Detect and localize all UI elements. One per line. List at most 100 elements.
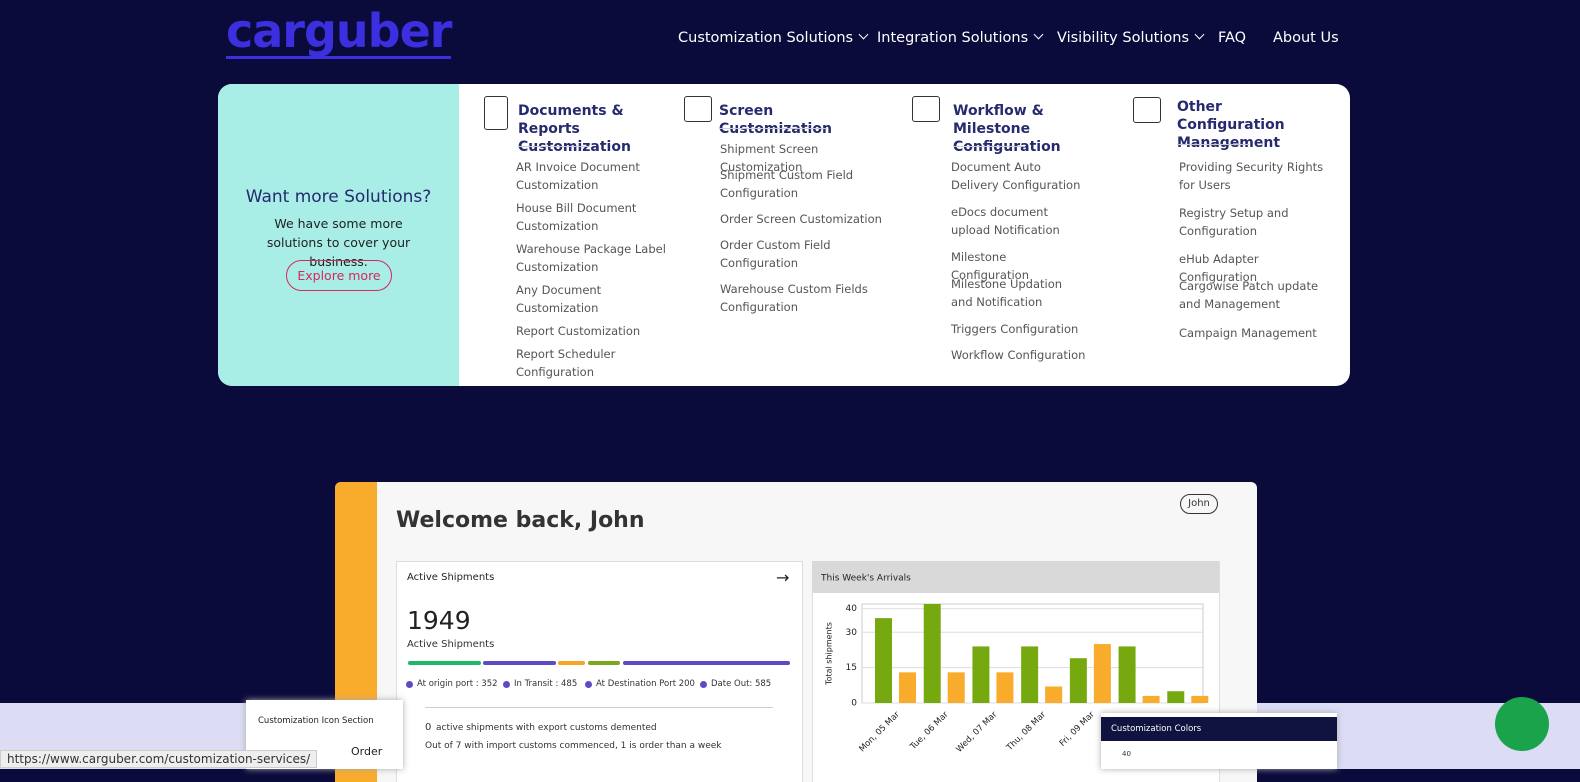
y-tick-label: 40 — [846, 604, 858, 614]
chevron — [858, 29, 869, 40]
bar — [1093, 644, 1111, 703]
card-title: Active Shipments — [407, 572, 495, 583]
nav-link[interactable]: Customization Solutions — [678, 29, 869, 46]
chevron — [1194, 29, 1205, 40]
menu-item[interactable]: Order Custom Field Configuration — [720, 238, 831, 270]
bar — [875, 618, 892, 703]
bar — [972, 646, 990, 703]
column-divider — [719, 128, 827, 129]
y-tick-label: 30 — [846, 628, 858, 638]
menu-item[interactable]: House Bill Document Customization — [516, 201, 637, 233]
column-icon — [484, 96, 508, 130]
arrow: → — [776, 568, 790, 587]
menu-item[interactable]: Shipment Custom Field Configuration — [720, 168, 854, 200]
dashboard — [335, 482, 1257, 782]
menu-item[interactable]: Order Screen Customization — [720, 212, 882, 226]
menu-item[interactable]: Workflow Configuration — [951, 348, 1086, 362]
column-icon — [1133, 97, 1161, 123]
menu-item[interactable]: Cargowise Patch update and Management — [1179, 279, 1319, 311]
x-tick-label: Fri, 09 Mar — [1058, 709, 1097, 748]
arrivals-header — [812, 561, 1219, 593]
menu-item[interactable]: eHub Adapter Configuration — [1179, 252, 1259, 284]
nav-link[interactable]: Visibility Solutions — [1057, 29, 1205, 46]
y-tick-label: 15 — [846, 663, 857, 673]
colors-tick: 40 — [1122, 750, 1131, 758]
progress-segment — [623, 661, 790, 665]
bar — [899, 672, 916, 703]
export-count: 0 — [425, 722, 432, 733]
nav-link[interactable]: Integration Solutions — [877, 29, 1044, 46]
import-text: Out of 7 with import customs commenced, … — [425, 741, 722, 751]
welcome: Welcome back, John — [396, 508, 645, 533]
column-divider — [1177, 144, 1249, 145]
menu-item[interactable]: Warehouse Custom Fields Configuration — [720, 282, 868, 314]
total: 1949 — [407, 606, 471, 635]
chevron — [1033, 29, 1044, 40]
bar — [1118, 646, 1136, 703]
promo-title: Want more Solutions? — [245, 187, 432, 207]
menu-item[interactable]: Milestone Updation and Notification — [951, 277, 1063, 309]
progress-segment — [588, 661, 620, 665]
x-tick-label: Mon, 05 Mar — [857, 709, 902, 754]
legend-dot — [585, 681, 592, 688]
explore-button[interactable]: Explore more — [286, 260, 392, 291]
column-icon — [684, 96, 712, 122]
user-pill[interactable] — [1180, 494, 1218, 514]
progress-segment — [558, 661, 585, 665]
bar — [1069, 658, 1087, 703]
colors-title: Customization Colors — [1111, 724, 1202, 734]
menu-item[interactable]: Triggers Configuration — [951, 322, 1079, 336]
bar — [1142, 695, 1160, 703]
column-divider — [518, 146, 590, 147]
legend-text: In Transit : 485 — [514, 679, 578, 689]
menu-item[interactable]: Report Customization — [516, 324, 641, 338]
colors-header — [1101, 717, 1337, 741]
menu-item[interactable]: Shipment Screen Customization — [720, 142, 819, 174]
legend-text: At origin port : 352 — [417, 679, 498, 689]
icon-section-title: Customization Icon Section — [258, 716, 374, 726]
chat-button[interactable] — [1495, 697, 1549, 751]
status-bar: https://www.carguber.com/customization-s… — [0, 750, 318, 768]
column-title: Other Configuration Management — [1177, 99, 1285, 151]
legend-text: Date Out: 585 — [711, 679, 772, 689]
y-tick-label: 0 — [851, 699, 857, 709]
nav-link[interactable]: About Us — [1273, 30, 1339, 46]
legend-text: At Destination Port 200 — [596, 679, 695, 689]
menu-item[interactable]: Milestone Configuration — [951, 250, 1029, 282]
bar — [923, 604, 941, 703]
menu-item[interactable]: Registry Setup and Configuration — [1179, 206, 1289, 238]
x-tick-label: Wed, 07 Mar — [954, 709, 999, 754]
bar — [1021, 646, 1039, 703]
user-name: John — [1188, 498, 1210, 509]
promo-text: We have some more solutions to cover you… — [266, 216, 411, 269]
promo-panel — [218, 84, 459, 386]
bar — [1167, 691, 1185, 703]
export-text: active shipments with export customs dem… — [436, 723, 657, 733]
progress-segment — [483, 661, 556, 665]
bar — [1045, 686, 1063, 703]
column-title: Workflow & Milestone Configuration — [953, 103, 1061, 155]
column-divider — [953, 146, 1025, 147]
progress-segment — [408, 661, 481, 665]
menu-item[interactable]: AR Invoice Document Customization — [516, 160, 640, 192]
menu-item[interactable]: Any Document Customization — [516, 283, 602, 315]
menu-item[interactable]: Providing Security Rights for Users — [1179, 160, 1324, 192]
bar — [996, 672, 1014, 703]
divider — [425, 707, 773, 708]
total-label: Active Shipments — [407, 639, 495, 650]
menu-item[interactable]: Warehouse Package Label Customization — [516, 242, 666, 274]
column-icon — [912, 96, 940, 122]
nav-link[interactable]: FAQ — [1218, 30, 1247, 46]
chart-title: This Week's Arrivals — [820, 574, 911, 584]
column-title: Documents & Reports Customization — [518, 103, 631, 155]
logo[interactable]: carguber — [226, 4, 452, 59]
legend-dot — [406, 681, 413, 688]
x-tick-label: Tue, 06 Mar — [908, 709, 951, 752]
menu-item[interactable]: Campaign Management — [1179, 326, 1317, 340]
menu-item[interactable]: eDocs document upload Notification — [951, 205, 1060, 237]
legend-dot — [700, 681, 707, 688]
menu-item[interactable]: Document Auto Delivery Configuration — [951, 160, 1081, 192]
menu-item[interactable]: Report Scheduler Configuration — [516, 347, 616, 379]
